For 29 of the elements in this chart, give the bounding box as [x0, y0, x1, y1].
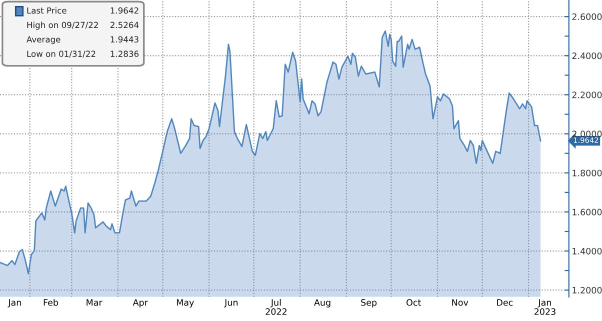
y-tick-label: 2.0000	[572, 130, 602, 138]
x-tick-label: Mar	[86, 299, 102, 306]
y-tick-label: 1.8000	[572, 170, 602, 176]
annotation: High on 09/27/22	[27, 22, 98, 30]
x-tick-label: Jun	[224, 299, 238, 308]
y-tick-label: 2.4000	[572, 52, 602, 60]
x-tick-label: Jul 2022	[266, 299, 286, 315]
y-tick-label: 2.6000	[572, 13, 602, 20]
legend-label: Last Price	[27, 7, 66, 14]
y-tick-label: 1.2000	[572, 286, 602, 294]
x-tick-label: Jan 2023	[534, 299, 556, 315]
annotation: 1.2836	[110, 50, 139, 57]
y-tick-label: 1.4000	[572, 248, 602, 254]
x-tick-label: Feb	[44, 299, 58, 306]
x-tick-label: Apr	[132, 299, 148, 308]
annotation: Average	[26, 36, 60, 44]
x-tick-label: Dec	[497, 299, 513, 306]
x-tick-label: Nov	[452, 299, 468, 306]
x-tick-label: Aug	[314, 299, 330, 308]
x-tick-label: Oct	[406, 299, 421, 306]
x-tick-label: May	[176, 299, 194, 308]
y-tick-label: 2.2000	[572, 92, 602, 98]
annotation: 1.9642	[110, 7, 138, 14]
annotation: 1.9443	[110, 36, 138, 43]
annotation: 2.5264	[110, 22, 139, 28]
x-tick-label: Jan	[8, 299, 21, 308]
annotation: Low on 01/31/22	[27, 50, 96, 58]
x-tick-label: Sep	[361, 299, 377, 308]
y-tick-label: 1.6000	[572, 208, 602, 216]
